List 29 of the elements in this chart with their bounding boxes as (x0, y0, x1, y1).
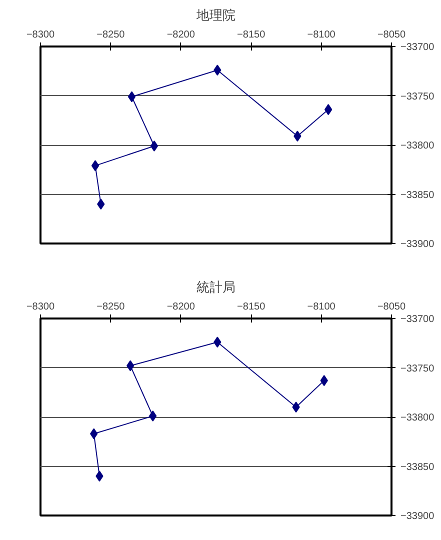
x-tick-label: −8250 (96, 302, 126, 312)
x-tick-label: −8250 (96, 30, 126, 40)
y-tick-label: −33700 (400, 42, 435, 53)
y-tick-label: −33800 (400, 140, 435, 152)
y-tick-label: −33900 (400, 511, 435, 522)
point (150, 140, 158, 152)
x-tick-label: −8050 (377, 30, 406, 40)
y-tick-label: −33750 (400, 91, 435, 102)
x-tick-label: −8300 (26, 30, 55, 40)
y-tick-label: −33850 (400, 190, 435, 201)
point (148, 410, 157, 422)
y-tick-label: −33700 (400, 314, 435, 325)
x-tick-label: −8050 (377, 302, 406, 312)
chart-title: 地理院 (196, 8, 236, 22)
point (91, 160, 100, 172)
x-tick-label: −8200 (166, 30, 196, 40)
x-tick-label: −8150 (237, 30, 266, 40)
y-tick-label: −33800 (400, 412, 435, 424)
x-tick-label: −8200 (166, 302, 196, 312)
y-tick-label: −33750 (400, 363, 435, 374)
y-tick-label: −33850 (400, 462, 435, 473)
y-tick-label: −33900 (400, 239, 435, 250)
x-tick-label: −8100 (307, 302, 336, 312)
x-tick-label: −8300 (26, 302, 55, 312)
x-tick-label: −8150 (237, 302, 266, 312)
chart-title: 統計局 (196, 280, 236, 294)
point (128, 91, 136, 102)
x-tick-label: −8100 (307, 30, 336, 40)
point (324, 104, 332, 116)
